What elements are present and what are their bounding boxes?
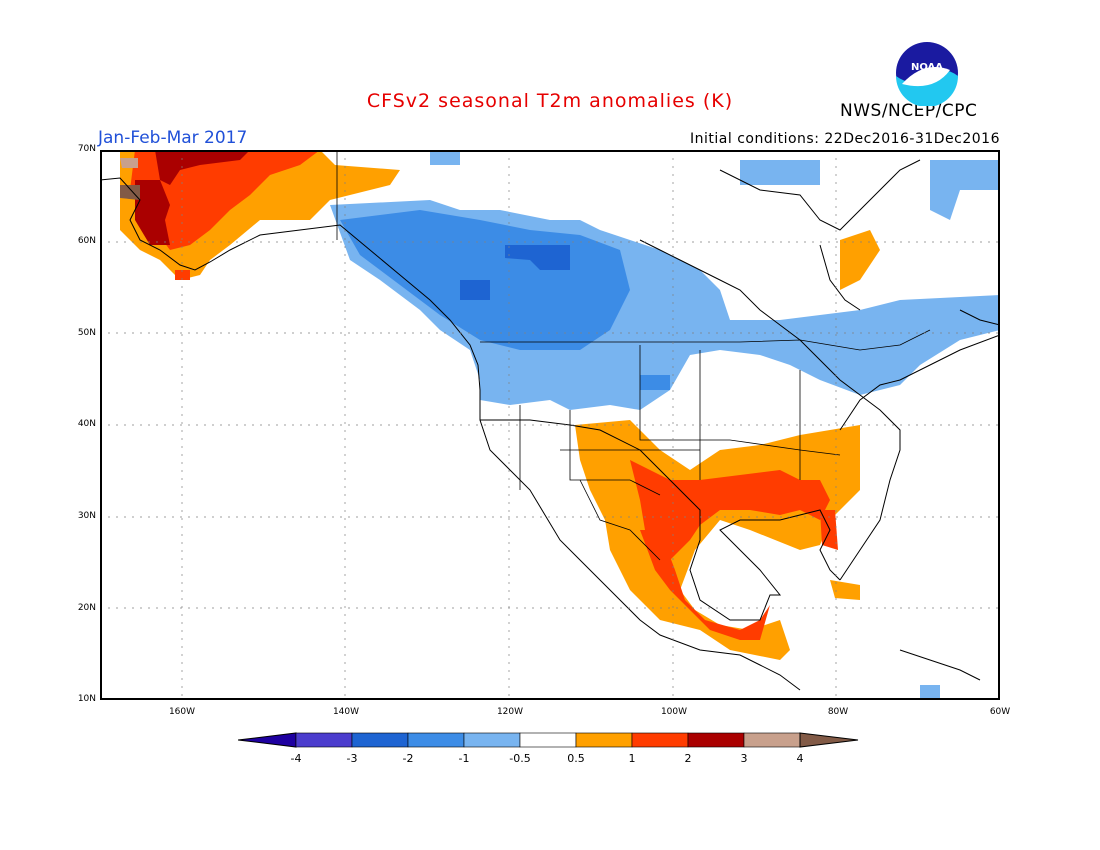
lat-label-10n: 10N: [77, 694, 96, 704]
colorbar-swatch: [519, 732, 577, 748]
colorbar-swatch: [351, 732, 409, 748]
lon-label-80w: 80W: [827, 707, 849, 717]
forecast-period: Jan-Feb-Mar 2017: [98, 128, 248, 148]
colorbar-tick-label: 2: [684, 752, 692, 765]
political-borders: [336, 150, 931, 561]
colorbar-swatch: [743, 732, 801, 748]
colorbar-tick-label: -2: [402, 752, 414, 765]
colorbar-swatch: [463, 732, 521, 748]
lat-lon-gridlines: [100, 150, 1000, 700]
lon-label-100w: 100W: [660, 707, 688, 717]
lat-label-30n: 30N: [77, 511, 96, 521]
noaa-logo-text: NOAA: [911, 62, 943, 73]
colorbar-swatch: [575, 732, 633, 748]
colorbar-tick-label: 4: [796, 752, 804, 765]
colorbar-tick-label: -3: [346, 752, 358, 765]
colorbar-tick-label: -0.5: [509, 752, 531, 765]
map-title: CFSv2 seasonal T2m anomalies (K): [366, 90, 734, 112]
colorbar: [238, 732, 859, 748]
colorbar-arrow-high: [799, 732, 859, 748]
anomaly-map: [100, 150, 1000, 700]
noaa-logo: NOAA: [896, 42, 958, 106]
colorbar-tick-label: -4: [290, 752, 302, 765]
colorbar-tick-label: -1: [458, 752, 470, 765]
lon-label-140w: 140W: [332, 707, 360, 717]
colorbar-tick-label: 0.5: [567, 752, 585, 765]
colorbar-tick-label: 3: [740, 752, 748, 765]
colorbar-swatch: [687, 732, 745, 748]
map-frame: [100, 150, 1000, 700]
initial-conditions: Initial conditions: 22Dec2016-31Dec2016: [690, 131, 1000, 147]
lat-label-40n: 40N: [77, 419, 96, 429]
colorbar-arrow-low: [238, 732, 297, 748]
anomaly-shading: [120, 150, 1000, 700]
lon-label-60w: 60W: [989, 707, 1011, 717]
lon-label-160w: 160W: [168, 707, 196, 717]
colorbar-swatch: [407, 732, 465, 748]
colorbar-swatch: [295, 732, 353, 748]
lat-label-60n: 60N: [77, 236, 96, 246]
colorbar-swatch: [631, 732, 689, 748]
lat-label-70n: 70N: [77, 144, 96, 154]
lat-label-50n: 50N: [77, 328, 96, 338]
coastlines: [100, 159, 1000, 691]
lat-label-20n: 20N: [77, 603, 96, 613]
lon-label-120w: 120W: [496, 707, 524, 717]
organization-label: NWS/NCEP/CPC: [840, 101, 978, 121]
colorbar-tick-label: 1: [628, 752, 636, 765]
